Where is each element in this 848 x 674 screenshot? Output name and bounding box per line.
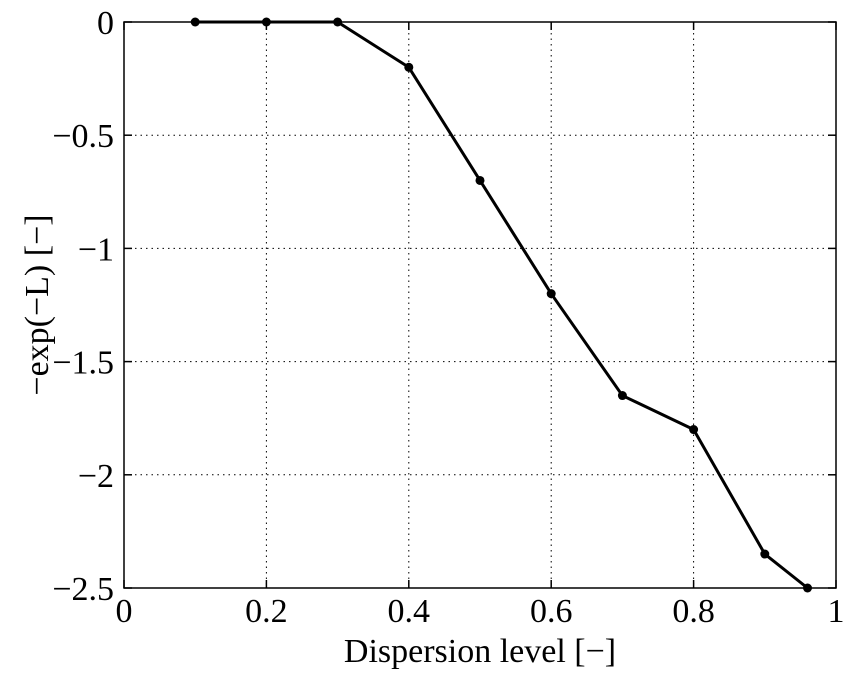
data-point [261, 17, 271, 27]
y-tick-label: −1 [78, 231, 114, 268]
data-point [333, 17, 343, 27]
y-tick-label: −2 [78, 458, 114, 495]
data-point [803, 583, 813, 593]
y-tick-label: −2.5 [52, 571, 114, 608]
series [190, 17, 813, 593]
y-tick-label: −1.5 [52, 345, 114, 382]
data-point [190, 17, 200, 27]
data-point [760, 549, 770, 559]
x-tick-label: 0.8 [672, 593, 715, 630]
grid [124, 22, 836, 588]
y-tick-labels: 0 −0.5 −1 −1.5 −2 −2.5 [52, 5, 114, 608]
x-tick-label: 0.2 [245, 593, 288, 630]
x-tick-label: 0 [116, 593, 133, 630]
x-tick-label: 0.4 [388, 593, 431, 630]
x-axis-label: Dispersion level [−] [344, 633, 616, 670]
axis-ticks [123, 21, 837, 589]
x-tick-label: 0.6 [530, 593, 573, 630]
series-line [195, 20, 809, 590]
data-point [475, 175, 485, 185]
y-axis-label: −exp(−L) [−] [19, 214, 56, 395]
plot-frame [123, 21, 837, 589]
x-tick-label: 1 [828, 593, 845, 630]
data-point [689, 425, 699, 435]
data-point [617, 391, 627, 401]
y-tick-label: 0 [97, 5, 114, 42]
data-point [546, 289, 556, 299]
data-point [404, 62, 414, 72]
y-tick-label: −0.5 [52, 118, 114, 155]
x-tick-labels: 0 0.2 0.4 0.6 0.8 1 [116, 593, 845, 630]
